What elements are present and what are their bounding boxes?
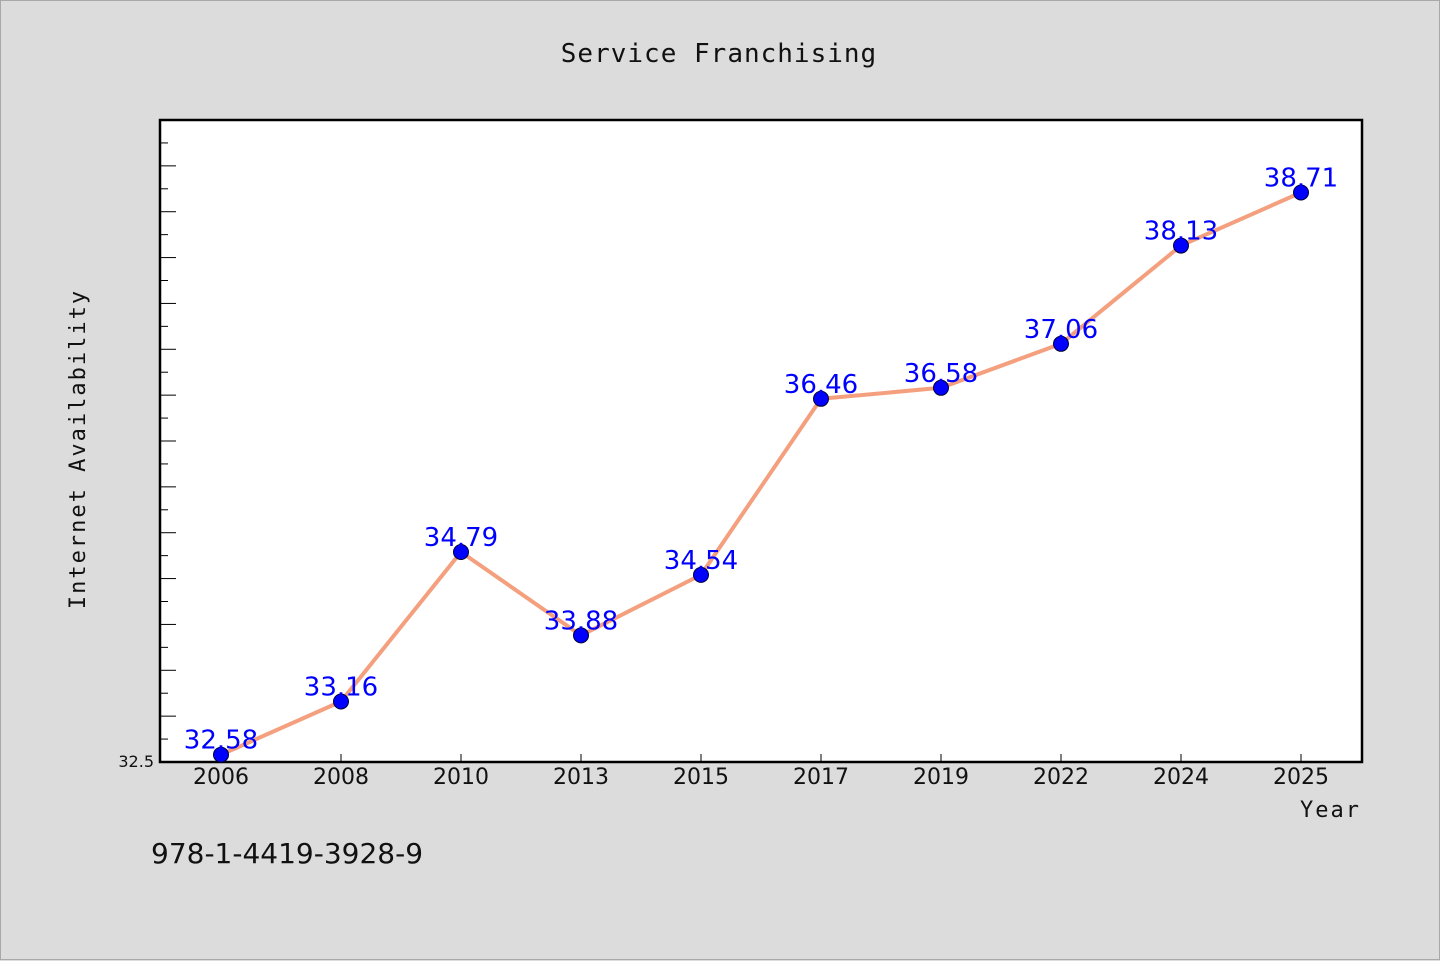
plot-area: [158, 118, 1364, 764]
data-point: [933, 379, 949, 396]
x-tick-label: 2017: [793, 765, 849, 790]
isbn-label: 978-1-4419-3928-9: [151, 837, 423, 870]
data-point: [1293, 184, 1309, 201]
data-label: 38.71: [1264, 164, 1338, 194]
data-point: [1173, 237, 1189, 254]
data-point: [333, 693, 349, 710]
y-axis-ticks: [160, 142, 176, 740]
x-tick-label: 2010: [433, 765, 489, 790]
x-axis-title: Year: [1300, 798, 1361, 823]
y-axis-min-label: 32.5: [118, 752, 154, 771]
x-tick-label: 2008: [313, 765, 369, 790]
x-tick-label: 2022: [1033, 765, 1089, 790]
data-label: 33.16: [304, 673, 378, 703]
data-label: 34.54: [664, 546, 738, 576]
data-point: [453, 544, 469, 560]
data-label: 37.06: [1024, 315, 1098, 345]
x-axis-tick-labels: 2006 2008 2010 2013 2015 2017 2019 2022 2024 2025: [193, 765, 1329, 790]
data-point: [693, 566, 709, 583]
x-tick-label: 2019: [913, 765, 969, 790]
data-point: [213, 746, 229, 763]
x-tick-label: 2013: [553, 765, 609, 790]
y-axis-title: Internet Availability: [66, 289, 91, 609]
x-tick-label: 2006: [193, 765, 249, 790]
x-tick-label: 2025: [1273, 765, 1329, 790]
data-point: [813, 390, 829, 407]
data-labels: 32.58 33.16 34.79 33.88 34.54 36.46 36.58 37.06…: [184, 164, 1338, 756]
data-label: 36.58: [904, 359, 978, 389]
data-point: [1053, 335, 1069, 352]
data-label: 38.13: [1144, 217, 1218, 247]
x-tick-label: 2015: [673, 765, 729, 790]
data-label: 32.58: [184, 726, 258, 756]
data-point: [573, 627, 589, 644]
chart-title: Service Franchising: [561, 39, 877, 69]
x-tick-label: 2024: [1153, 765, 1209, 790]
data-label: 34.79: [424, 523, 498, 553]
data-label: 33.88: [544, 606, 618, 636]
data-label: 36.46: [784, 370, 858, 400]
series-markers: [213, 184, 1309, 763]
series-line: [219, 190, 1303, 757]
